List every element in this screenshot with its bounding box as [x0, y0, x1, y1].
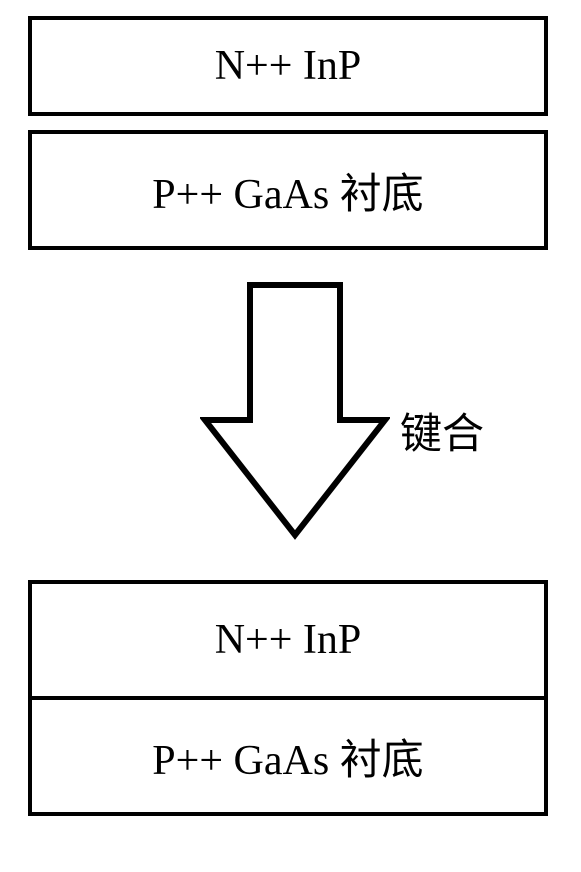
bottom-layer-2: P++ GaAs 衬底: [28, 696, 548, 816]
top-layer-1: N++ InP: [28, 16, 548, 116]
top-layer-1-label: N++ InP: [215, 42, 362, 90]
top-layer-2: P++ GaAs 衬底: [28, 130, 548, 250]
bottom-layer-1: N++ InP: [28, 580, 548, 700]
bonding-arrow: [200, 280, 390, 540]
arrow-label: 键合: [400, 400, 484, 461]
bottom-layer-2-label: P++ GaAs 衬底: [152, 726, 423, 787]
bottom-layer-1-label: N++ InP: [215, 616, 362, 664]
top-layer-2-label: P++ GaAs 衬底: [152, 160, 423, 221]
arrow-icon: [200, 280, 390, 540]
